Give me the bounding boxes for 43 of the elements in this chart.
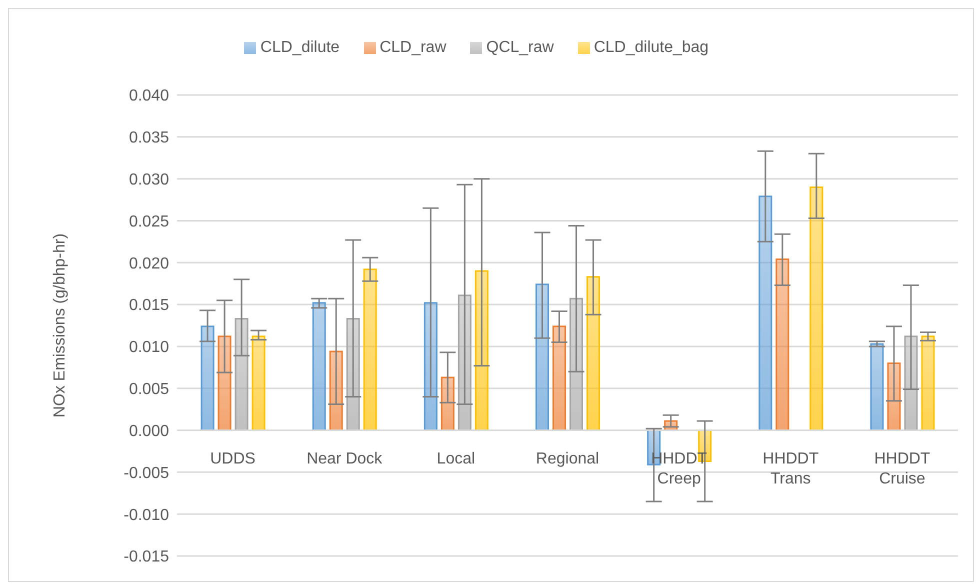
bar (234, 318, 248, 432)
y-tick-label: -0.015 (124, 548, 170, 566)
x-tick-label: UDDS (210, 450, 256, 468)
y-axis-title: NOx Emissions (g/bhp-hr) (52, 233, 69, 418)
y-tick-label: 0.015 (128, 297, 170, 314)
bar (921, 336, 935, 432)
bar (887, 362, 901, 432)
x-tick-label: Near Dock (306, 450, 384, 468)
y-tick-label: 0.020 (128, 255, 170, 272)
bar (810, 186, 824, 432)
x-tick-label: HHDDT Cruise (874, 450, 930, 488)
y-tick-label: 0.010 (128, 339, 170, 356)
legend-label: QCL_raw (486, 39, 554, 56)
legend-label: CLD_dilute_bag (594, 39, 709, 56)
bar (536, 284, 550, 432)
y-tick-label: 0.035 (128, 130, 170, 147)
bar (363, 268, 377, 432)
bar (758, 196, 772, 432)
y-tick-label: 0.040 (128, 88, 170, 105)
x-tick-label: HHDDT Trans (762, 450, 819, 488)
y-tick-label: 0.005 (128, 381, 170, 398)
bar (586, 276, 600, 432)
bar (870, 343, 884, 432)
bar (776, 258, 790, 432)
bar (904, 336, 918, 432)
legend-label: CLD_dilute (260, 39, 340, 56)
bar (252, 336, 266, 432)
bar (312, 302, 326, 432)
bar (200, 326, 214, 432)
x-tick-label: Regional (536, 450, 600, 468)
bar (570, 298, 584, 432)
y-tick-label: 0.025 (128, 213, 170, 230)
y-tick-label: -0.005 (124, 464, 170, 482)
y-tick-label: -0.010 (124, 506, 170, 524)
bar (440, 376, 454, 432)
y-tick-label: 0.030 (128, 172, 170, 188)
bar (474, 270, 488, 432)
bar (346, 318, 360, 432)
legend-label: CLD_raw (380, 39, 446, 56)
bar (218, 336, 232, 432)
x-tick-label: Local (436, 450, 476, 468)
y-tick-label: 0.000 (128, 422, 170, 440)
bar (552, 326, 566, 432)
